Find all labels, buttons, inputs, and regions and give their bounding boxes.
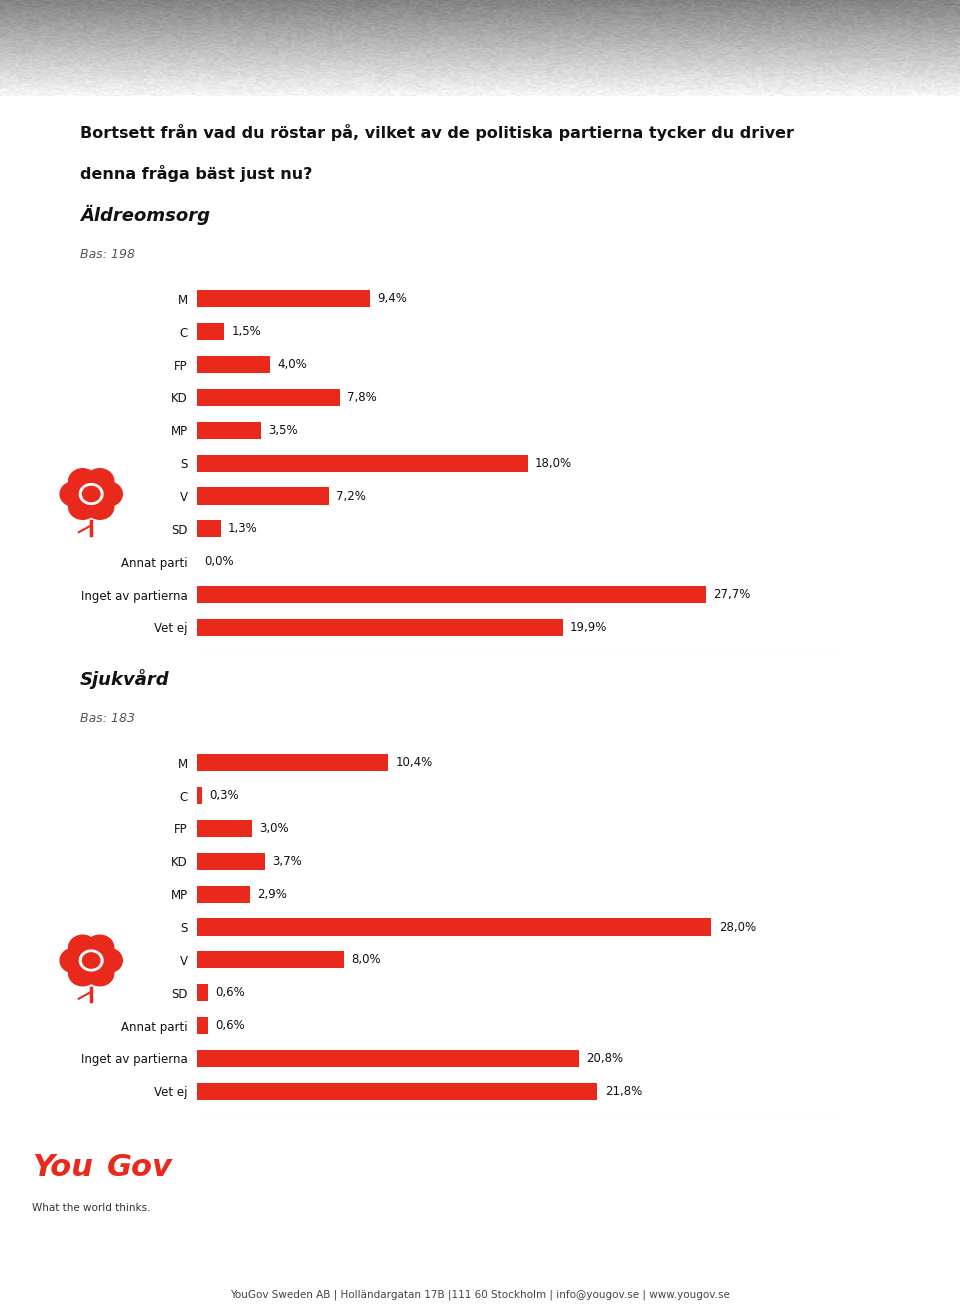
Bar bbox=[197, 918, 711, 936]
Text: Äldreomsorg: Äldreomsorg bbox=[80, 205, 209, 226]
Circle shape bbox=[69, 936, 97, 959]
Circle shape bbox=[69, 469, 97, 493]
Bar bbox=[197, 1083, 597, 1100]
Text: December 2011: December 2011 bbox=[406, 1239, 554, 1257]
Text: denna fråga bäst just nu?: denna fråga bäst just nu? bbox=[80, 164, 312, 181]
Circle shape bbox=[60, 949, 88, 972]
Bar bbox=[197, 853, 265, 870]
Circle shape bbox=[69, 962, 97, 986]
Circle shape bbox=[69, 495, 97, 519]
Bar bbox=[197, 389, 340, 406]
Text: 2,9%: 2,9% bbox=[257, 888, 287, 900]
Text: 18,0%: 18,0% bbox=[535, 457, 572, 469]
Text: 0,6%: 0,6% bbox=[215, 987, 245, 999]
Bar bbox=[197, 1050, 579, 1067]
Text: 8,0%: 8,0% bbox=[351, 954, 381, 966]
Text: Bas: 198: Bas: 198 bbox=[80, 248, 134, 260]
Circle shape bbox=[85, 469, 113, 493]
Text: 19,9%: 19,9% bbox=[570, 622, 608, 633]
Text: 0,0%: 0,0% bbox=[204, 556, 234, 568]
Text: 7,2%: 7,2% bbox=[336, 490, 367, 502]
Text: 27,7%: 27,7% bbox=[713, 589, 751, 600]
Text: Sjukvård: Sjukvård bbox=[80, 669, 169, 689]
Bar bbox=[197, 487, 329, 505]
Bar bbox=[197, 754, 388, 771]
Text: 4,0%: 4,0% bbox=[277, 359, 307, 371]
Text: Gov: Gov bbox=[107, 1154, 173, 1183]
Bar bbox=[197, 1017, 207, 1034]
Text: Bas: 183: Bas: 183 bbox=[80, 712, 134, 724]
Bar bbox=[197, 422, 261, 439]
Circle shape bbox=[85, 936, 113, 959]
Text: 7,8%: 7,8% bbox=[348, 392, 377, 403]
Bar bbox=[197, 290, 370, 307]
Circle shape bbox=[94, 482, 122, 506]
Text: 3,5%: 3,5% bbox=[269, 424, 299, 436]
Text: 10,4%: 10,4% bbox=[396, 757, 433, 769]
Circle shape bbox=[83, 486, 100, 502]
Bar bbox=[197, 787, 203, 804]
Circle shape bbox=[94, 949, 122, 972]
Bar bbox=[197, 356, 271, 373]
Text: 8: 8 bbox=[924, 1239, 936, 1257]
Bar bbox=[197, 520, 221, 537]
Text: 20,8%: 20,8% bbox=[587, 1053, 624, 1064]
Circle shape bbox=[80, 950, 103, 971]
Text: YouGov Sweden AB | Holländargatan 17B |111 60 Stockholm | info@yougov.se | www.y: YouGov Sweden AB | Holländargatan 17B |1… bbox=[230, 1289, 730, 1300]
Bar bbox=[197, 323, 225, 340]
Bar bbox=[197, 619, 563, 636]
Text: 3,0%: 3,0% bbox=[259, 823, 289, 834]
Text: 21,8%: 21,8% bbox=[605, 1085, 642, 1097]
Circle shape bbox=[60, 482, 88, 506]
Text: Bortsett från vad du röstar på, vilket av de politiska partierna tycker du drive: Bortsett från vad du röstar på, vilket a… bbox=[80, 124, 794, 141]
Bar bbox=[197, 886, 251, 903]
Bar bbox=[197, 951, 344, 968]
Circle shape bbox=[85, 495, 113, 519]
Bar bbox=[197, 455, 528, 472]
Circle shape bbox=[83, 953, 100, 968]
Text: 9,4%: 9,4% bbox=[377, 293, 407, 305]
Text: 1,5%: 1,5% bbox=[231, 326, 261, 338]
Text: What the world thinks.: What the world thinks. bbox=[33, 1202, 151, 1213]
Text: 28,0%: 28,0% bbox=[719, 921, 756, 933]
Text: 3,7%: 3,7% bbox=[272, 855, 301, 867]
Text: You: You bbox=[33, 1154, 93, 1183]
Text: 0,3%: 0,3% bbox=[209, 790, 239, 802]
Text: 1,3%: 1,3% bbox=[228, 523, 258, 535]
Bar bbox=[197, 984, 207, 1001]
Bar bbox=[197, 586, 706, 603]
Text: 0,6%: 0,6% bbox=[215, 1020, 245, 1031]
Circle shape bbox=[80, 484, 103, 505]
Circle shape bbox=[85, 962, 113, 986]
Bar bbox=[197, 820, 252, 837]
